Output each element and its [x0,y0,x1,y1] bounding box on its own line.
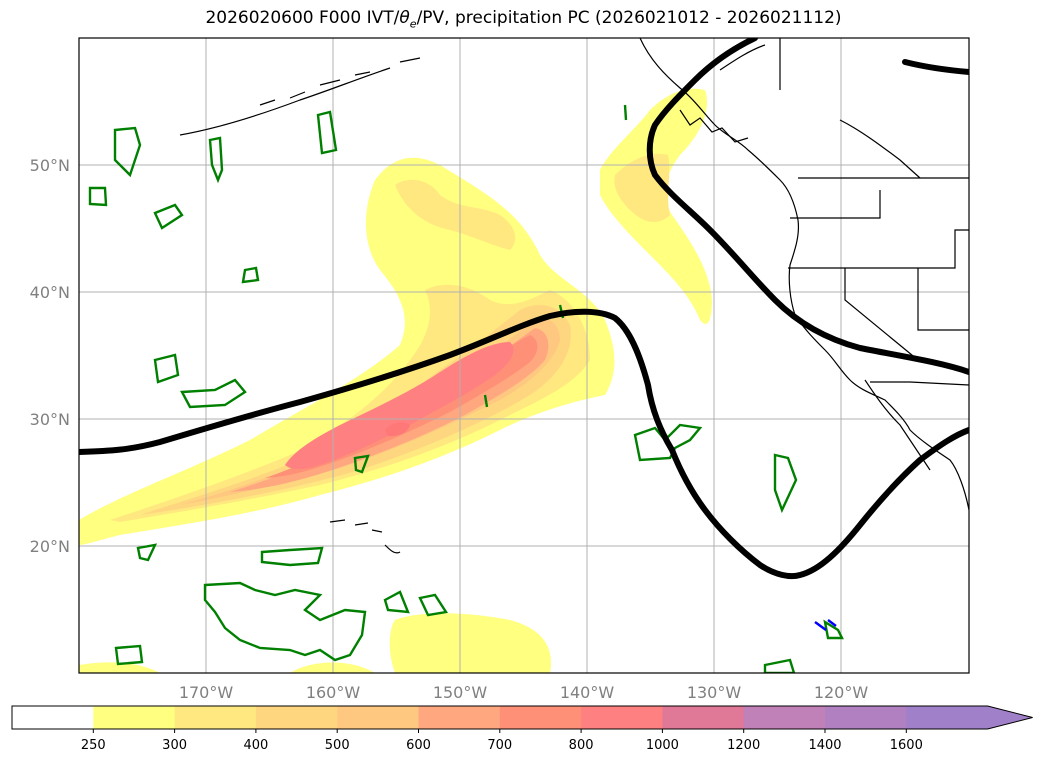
lat-label-20n: 20°N [30,537,70,556]
coast-aleutian-islands [259,57,421,106]
precip-c14 [418,593,449,617]
lon-label-160w: 160°W [306,683,361,702]
colorbar-segment [825,706,907,729]
lon-label-150w: 150°W [433,683,488,702]
border-state-or-wa [790,190,881,219]
lon-label-130w: 130°W [687,683,742,702]
border-state-ca-nv [844,268,919,361]
colorbar-tick-label: 1400 [808,738,841,753]
map-layers [79,38,969,673]
ivt-400 [140,305,571,515]
colorbar-tick-label: 1200 [727,738,760,753]
ivt-500 [180,318,560,505]
colorbar-tick-label: 600 [406,738,431,753]
precip-c16 [773,453,798,514]
colorbar-segment [255,706,338,729]
coast-aleutian [179,67,391,136]
pv-blue-contour [814,619,837,631]
lon-labels: 170°W 160°W 150°W 140°W 130°W 120°W [179,683,869,702]
colorbar-segment [743,706,826,729]
thetae-contours [79,38,969,580]
precip-c1 [113,126,142,178]
precip-c11 [260,546,324,567]
colorbar-tick-label: 1000 [646,738,679,753]
precip-c6 [241,266,260,284]
ivt-250-south [389,613,551,673]
ivt-1000 [385,422,410,437]
ivt-250 [79,157,615,545]
thetae-main [79,308,969,580]
map-frame [78,37,970,674]
coast-alaska [639,38,969,511]
lon-label-120w: 120°W [814,683,869,702]
colorbar-segment [581,706,663,729]
lat-label-40n: 40°N [30,283,70,302]
lat-label-50n: 50°N [30,156,70,175]
colorbar-tick-label: 1600 [890,738,923,753]
ivt-250-sw [79,662,160,673]
colorbar-tick-label: 300 [162,738,187,753]
colorbar-segment [662,706,745,729]
colorbar-segment [93,706,176,729]
colorbar: 250 300 400 500 600 700 800 1000 1200 1400 1600 [11,705,1033,753]
thetae-north [646,38,969,375]
colorbar-segment [12,706,94,729]
colorbar-segment [337,706,419,729]
coast-kenai [719,44,766,71]
precip-c9 [136,543,158,562]
graticule [79,38,969,673]
border-state-ca-or [788,229,969,269]
precip-c8 [180,378,247,409]
lat-label-30n: 30°N [30,410,70,429]
precip-c5 [316,110,338,155]
precip-c4 [153,203,184,230]
colorbar-segment [418,706,501,729]
colorbar-tick-label: 700 [487,738,512,753]
colorbar-tick-label: 400 [243,738,268,753]
lat-labels: 50°N 40°N 30°N 20°N [30,156,70,556]
map-title: 2026020600 F000 IVT/θe/PV, precipitation… [205,8,842,31]
border-bc-ab [839,119,921,179]
colorbar-segment [499,706,582,729]
precip-c13 [383,590,410,614]
precip-c18 [763,658,796,673]
precip-c15 [633,423,703,462]
colorbar-extend-arrow [987,706,1033,729]
precip-c17 [353,454,370,474]
colorbar-outline [11,705,1033,730]
ivt-300-upper [395,179,516,250]
colorbar-tick-label: 250 [81,738,106,753]
colorbar-segment [906,706,989,729]
coast-bc-islands [679,109,749,143]
colorbar-segment [174,706,257,729]
precip-c10 [203,581,367,662]
precip-c12 [114,644,144,666]
precip-c7 [153,353,180,384]
lon-label-140w: 140°W [560,683,615,702]
hawaii-islands [329,519,401,554]
lon-label-170w: 170°W [179,683,234,702]
precip-c19 [823,619,844,640]
precip-c3 [208,136,224,184]
colorbar-tick-label: 800 [569,738,594,753]
thetae-ne [902,59,969,75]
ivt-800 [285,342,514,470]
colorbar-tick-label: 500 [325,738,350,753]
precip-c2 [88,186,108,207]
border-us-mx [870,381,969,386]
border-state-nv-az [917,268,969,331]
